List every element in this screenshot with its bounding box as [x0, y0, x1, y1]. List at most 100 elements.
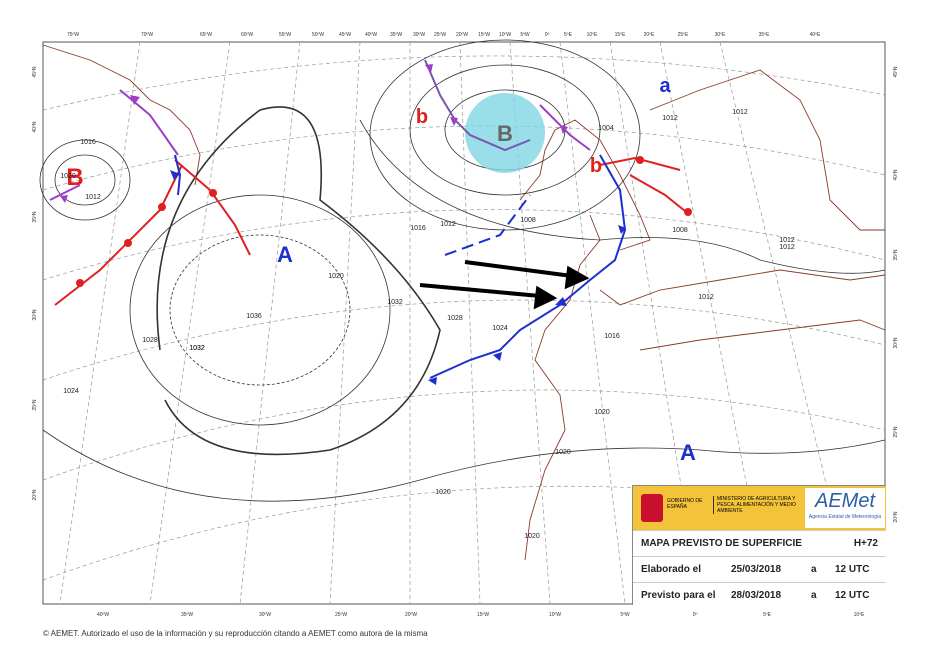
pressure-center: A: [277, 242, 293, 267]
isobar-label: 1020: [594, 409, 610, 416]
isobar-label: 1004: [598, 125, 614, 132]
longitude-label: 70ºW: [141, 32, 153, 38]
longitude-label: 25ºW: [335, 612, 347, 618]
latitude-label: 30ºN: [32, 309, 38, 320]
at: a: [811, 564, 817, 575]
arrows: [419, 260, 590, 310]
longitude-label: 35ºW: [181, 612, 193, 618]
isobar-label: 1032: [387, 299, 403, 306]
longitude-label: 30ºW: [413, 32, 425, 38]
longitude-label: 10ºW: [549, 612, 561, 618]
isobar-label: 1012: [662, 115, 678, 122]
longitude-label: 10ºW: [499, 32, 511, 38]
isobar-label: 1020: [555, 449, 571, 456]
latitude-label: 25ºN: [32, 399, 38, 410]
longitude-label: 10ºE: [854, 612, 865, 618]
row-label: Elaborado el: [641, 564, 702, 575]
longitude-label: 15ºW: [477, 612, 489, 618]
latitude-label: 35ºN: [32, 211, 38, 222]
longitude-label: 0º: [693, 612, 698, 618]
longitude-label: 15ºW: [478, 32, 490, 38]
low-highlight: [465, 93, 545, 173]
latitude-label: 30ºN: [893, 337, 899, 348]
longitude-label: 5ºW: [520, 32, 530, 38]
longitude-label: 75ºW: [67, 32, 79, 38]
longitude-label: 35ºE: [759, 32, 770, 38]
isobar-label: 1012: [698, 294, 714, 301]
copyright: © AEMET. Autorizado el uso de la informa…: [43, 629, 428, 638]
isobar-label: 1016: [80, 139, 96, 146]
at: a: [811, 590, 817, 601]
pressure-center: b: [590, 155, 602, 177]
latitude-label: 45ºN: [893, 66, 899, 77]
isobar-label: 1016: [410, 225, 426, 232]
logo-strip: GOBIERNO DE ESPAÑA MINISTERIO DE AGRICUL…: [633, 486, 886, 530]
title-row: MAPA PREVISTO DE SUPERFICIE H+72: [633, 530, 886, 556]
time: 12 UTC: [835, 564, 870, 575]
government: GOBIERNO DE ESPAÑA: [667, 498, 703, 510]
isobar-label: 1036: [246, 313, 262, 320]
longitude-label: 60ºW: [241, 32, 253, 38]
longitude-label: 10ºE: [587, 32, 598, 38]
longitude-label: 65ºW: [200, 32, 212, 38]
row-label: Previsto para el: [641, 590, 716, 601]
legend-box: GOBIERNO DE ESPAÑA MINISTERIO DE AGRICUL…: [632, 485, 886, 605]
longitude-label: 5ºE: [763, 612, 772, 618]
latitude-label: 40ºN: [893, 169, 899, 180]
agency-name: Agencia Estatal de Meteorología: [808, 514, 882, 520]
isobar-label: 1012: [779, 237, 795, 244]
isobar-label: 1032: [189, 345, 205, 352]
isobar-label: 1020: [328, 273, 344, 280]
isobar-label: 1020: [524, 533, 540, 540]
pressure-center: B: [66, 164, 83, 191]
isobar-label: 1012: [440, 221, 456, 228]
isobar-label: 1024: [492, 325, 508, 332]
longitude-label: 30ºE: [715, 32, 726, 38]
latitude-label: 20ºN: [32, 489, 38, 500]
longitude-label: 35ºW: [390, 32, 402, 38]
isobar-label: 1008: [672, 227, 688, 234]
isobar-label: 1024: [63, 388, 79, 395]
isobar-label: 1012: [732, 109, 748, 116]
pressure-center: A: [680, 440, 696, 465]
longitude-label: 40ºW: [365, 32, 377, 38]
longitude-label: 45ºW: [339, 32, 351, 38]
isobar-label: 1028: [142, 337, 158, 344]
coat-of-arms: [641, 494, 663, 522]
pressure-center: B: [497, 121, 513, 146]
longitude-label: 50ºW: [312, 32, 324, 38]
latitude-label: 25ºN: [893, 426, 899, 437]
isobar-label: 1012: [85, 194, 101, 201]
isobar-label: 1020: [435, 489, 451, 496]
longitude-label: 20ºW: [456, 32, 468, 38]
longitude-label: 0º: [545, 32, 550, 38]
longitude-label: 15ºE: [615, 32, 626, 38]
date: 25/03/2018: [731, 564, 782, 575]
pressure-center: a: [659, 75, 671, 97]
longitude-label: 40ºE: [810, 32, 821, 38]
longitude-label: 20ºE: [644, 32, 655, 38]
isobar-label: 1028: [447, 315, 463, 322]
latitude-label: 40ºN: [32, 121, 38, 132]
longitude-label: 55ºW: [279, 32, 291, 38]
isobar-label: 1032: [189, 345, 205, 352]
isobar-label: 1008: [520, 217, 536, 224]
longitude-label: 20ºW: [405, 612, 417, 618]
map-title: MAPA PREVISTO DE SUPERFICIE: [641, 538, 802, 549]
longitude-label: 25ºW: [434, 32, 446, 38]
valid-row: Previsto para el 28/03/2018 a 12 UTC: [633, 582, 886, 608]
isobar-label: 1012: [779, 244, 795, 251]
longitude-label: 5ºW: [620, 612, 630, 618]
pressure-center: b: [416, 106, 428, 128]
latitude-label: 35ºN: [893, 249, 899, 260]
longitude-label: 30ºW: [259, 612, 271, 618]
isobar-label: 1016: [604, 333, 620, 340]
coastlines: [42, 44, 886, 561]
lead-time: H+72: [853, 538, 878, 549]
front-symbols: [60, 64, 692, 385]
isobar-label: 1020: [60, 173, 76, 180]
issued-row: Elaborado el 25/03/2018 a 12 UTC: [633, 556, 886, 582]
time: 12 UTC: [835, 590, 870, 601]
